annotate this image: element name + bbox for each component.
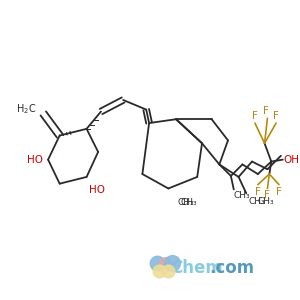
Text: CH₃: CH₃ bbox=[234, 191, 250, 200]
Text: F: F bbox=[276, 187, 282, 196]
Point bbox=[166, 268, 170, 273]
Text: F: F bbox=[255, 187, 261, 196]
Text: Chem: Chem bbox=[170, 259, 223, 277]
Text: H$_2$C: H$_2$C bbox=[16, 103, 37, 116]
Text: OH: OH bbox=[284, 154, 300, 165]
Text: F: F bbox=[262, 106, 268, 116]
Text: .com: .com bbox=[210, 259, 255, 277]
Point bbox=[157, 268, 162, 273]
Point bbox=[170, 261, 175, 266]
Point bbox=[155, 261, 160, 266]
Text: CH₃: CH₃ bbox=[258, 197, 274, 206]
Text: CH₃: CH₃ bbox=[181, 198, 197, 207]
Point bbox=[163, 260, 167, 265]
Text: HO: HO bbox=[89, 184, 106, 195]
Text: CH₃: CH₃ bbox=[248, 197, 265, 206]
Text: F: F bbox=[265, 190, 270, 200]
Text: CH₃: CH₃ bbox=[178, 198, 195, 207]
Text: F: F bbox=[252, 111, 258, 121]
Text: F: F bbox=[273, 111, 279, 121]
Text: HO: HO bbox=[27, 154, 43, 165]
